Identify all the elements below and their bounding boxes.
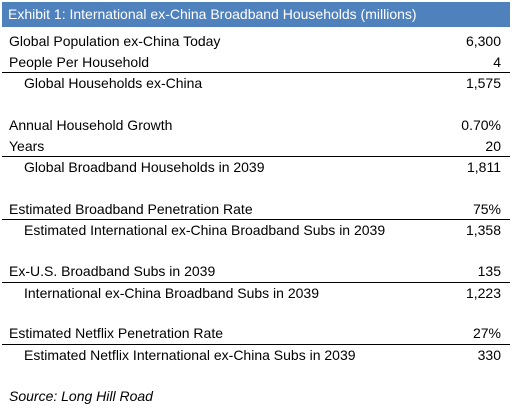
subtotal-row: Global Broadband Households in 2039 1,81… bbox=[2, 156, 510, 177]
row-value: 4 bbox=[493, 54, 501, 70]
row-value: 0.70% bbox=[461, 117, 501, 133]
row-value: 1,358 bbox=[465, 222, 501, 238]
row-label: International ex-China Broadband Subs in… bbox=[24, 285, 319, 301]
row-value: 6,300 bbox=[465, 33, 501, 49]
table-row: Years 20 bbox=[2, 136, 510, 157]
row-label: Estimated Broadband Penetration Rate bbox=[9, 201, 253, 217]
row-value: 135 bbox=[477, 263, 501, 279]
exhibit-title: Exhibit 1: International ex-China Broadb… bbox=[2, 2, 510, 27]
row-label: Global Broadband Households in 2039 bbox=[24, 159, 265, 175]
table-row: People Per Household 4 bbox=[2, 52, 510, 73]
subtotal-row: Estimated Netflix International ex-China… bbox=[2, 344, 510, 365]
row-label: Ex-U.S. Broadband Subs in 2039 bbox=[9, 263, 216, 279]
row-value: 1,575 bbox=[465, 75, 501, 91]
row-label: Global Households ex-China bbox=[24, 75, 203, 91]
table-row: Global Population ex-China Today 6,300 bbox=[2, 31, 510, 52]
row-label: Estimated Netflix International ex-China… bbox=[24, 347, 356, 363]
table-row: Ex-U.S. Broadband Subs in 2039 135 bbox=[2, 261, 510, 282]
row-value: 330 bbox=[477, 347, 501, 363]
row-label: Estimated International ex-China Broadba… bbox=[24, 222, 386, 238]
row-label: Annual Household Growth bbox=[9, 117, 173, 133]
subtotal-row: International ex-China Broadband Subs in… bbox=[2, 282, 510, 303]
row-value: 27% bbox=[472, 325, 501, 341]
row-label: People Per Household bbox=[9, 54, 150, 70]
source-note: Source: Long Hill Road bbox=[9, 388, 153, 404]
row-value: 75% bbox=[472, 201, 501, 217]
row-value: 1,223 bbox=[465, 285, 501, 301]
table-row: Estimated Broadband Penetration Rate 75% bbox=[2, 199, 510, 220]
subtotal-row: Global Households ex-China 1,575 bbox=[2, 72, 510, 93]
row-label: Global Population ex-China Today bbox=[9, 33, 221, 49]
table-row: Estimated Netflix Penetration Rate 27% bbox=[2, 323, 510, 344]
row-label: Years bbox=[9, 138, 45, 154]
subtotal-row: Estimated International ex-China Broadba… bbox=[2, 219, 510, 240]
table-row: Annual Household Growth 0.70% bbox=[2, 115, 510, 136]
row-value: 20 bbox=[485, 138, 501, 154]
row-value: 1,811 bbox=[467, 159, 501, 175]
row-label: Estimated Netflix Penetration Rate bbox=[9, 325, 223, 341]
